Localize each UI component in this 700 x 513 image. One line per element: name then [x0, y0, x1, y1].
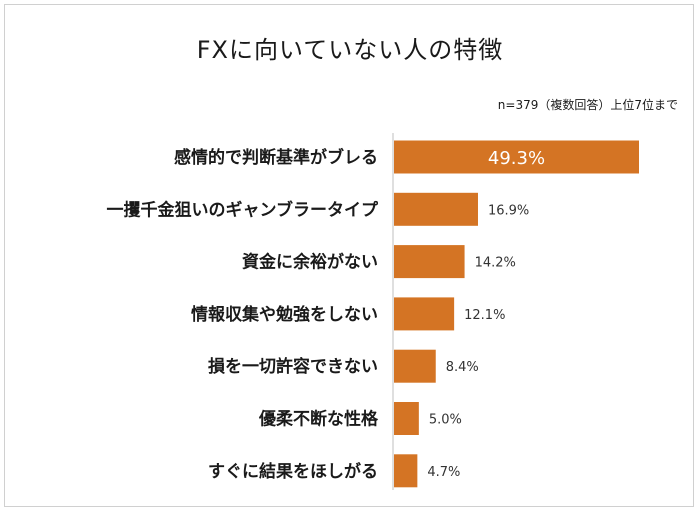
category-label: すぐに結果をほしがる	[208, 461, 378, 482]
bar	[394, 402, 419, 435]
category-label: 優柔不断な性格	[258, 409, 379, 430]
data-label: 49.3%	[488, 148, 545, 169]
category-label: 一攫千金狙いのギャンブラータイプ	[107, 199, 379, 220]
chart-frame	[4, 4, 694, 507]
bar	[394, 454, 418, 488]
data-label: 14.2%	[475, 256, 516, 271]
data-label: 5.0%	[429, 413, 462, 428]
bar	[394, 349, 436, 383]
bar	[394, 297, 455, 331]
data-label: 4.7%	[427, 465, 460, 480]
bar	[394, 192, 478, 226]
data-label: 16.9%	[488, 203, 529, 218]
category-label: 損を一切許容できない	[208, 356, 378, 377]
sample-note: n=379（複数回答）上位7位まで	[497, 98, 678, 112]
data-label: 12.1%	[464, 308, 505, 323]
chart-title: FXに向いていない人の特徴	[196, 36, 504, 64]
data-label: 8.4%	[446, 360, 479, 375]
category-label: 情報収集や勉強をしない	[191, 304, 378, 325]
bar	[394, 140, 639, 174]
category-label: 感情的で判断基準がブレる	[174, 147, 378, 168]
category-label: 資金に余裕がない	[242, 252, 378, 273]
bar	[394, 245, 465, 279]
